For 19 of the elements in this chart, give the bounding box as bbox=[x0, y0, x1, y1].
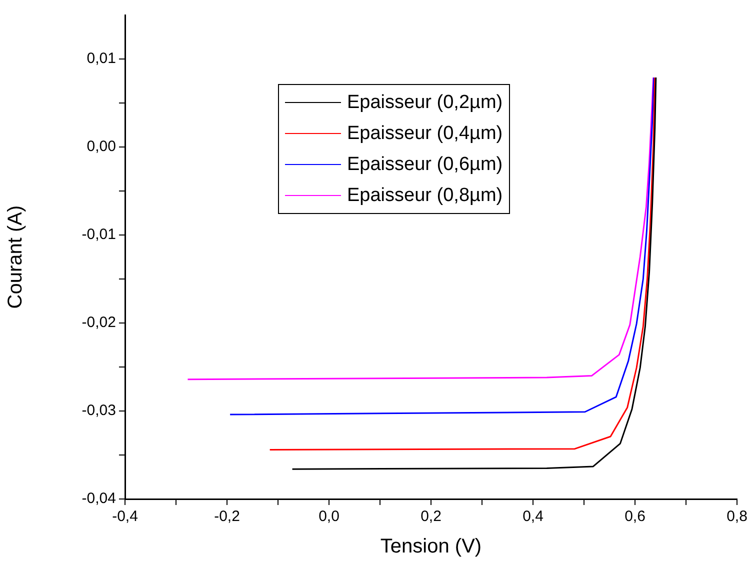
y-tick-label: -0,01 bbox=[82, 226, 116, 244]
x-tick-label: 0,0 bbox=[318, 508, 340, 526]
legend-label: Epaisseur (0,6µm) bbox=[347, 154, 503, 176]
x-tick-label: -0,2 bbox=[214, 508, 240, 526]
legend-label: Epaisseur (0,8µm) bbox=[347, 184, 503, 206]
x-tick-label: -0,4 bbox=[112, 508, 138, 526]
legend-label: Epaisseur (0,4µm) bbox=[347, 122, 503, 144]
y-tick-label: 0,00 bbox=[86, 138, 116, 156]
y-tick-label: 0,01 bbox=[86, 50, 116, 68]
x-tick-label: 0,4 bbox=[522, 508, 544, 526]
legend-label: Epaisseur (0,2µm) bbox=[347, 92, 503, 114]
x-tick-label: 0,2 bbox=[420, 508, 442, 526]
x-axis-title: Tension (V) bbox=[380, 536, 482, 558]
y-tick-label: -0,02 bbox=[82, 314, 116, 332]
y-tick-label: -0,04 bbox=[82, 490, 116, 508]
y-tick-label: -0,03 bbox=[82, 402, 116, 420]
x-tick-label: 0,8 bbox=[726, 508, 748, 526]
x-tick-label: 0,6 bbox=[624, 508, 646, 526]
y-axis-title: Courant (A) bbox=[4, 205, 27, 309]
